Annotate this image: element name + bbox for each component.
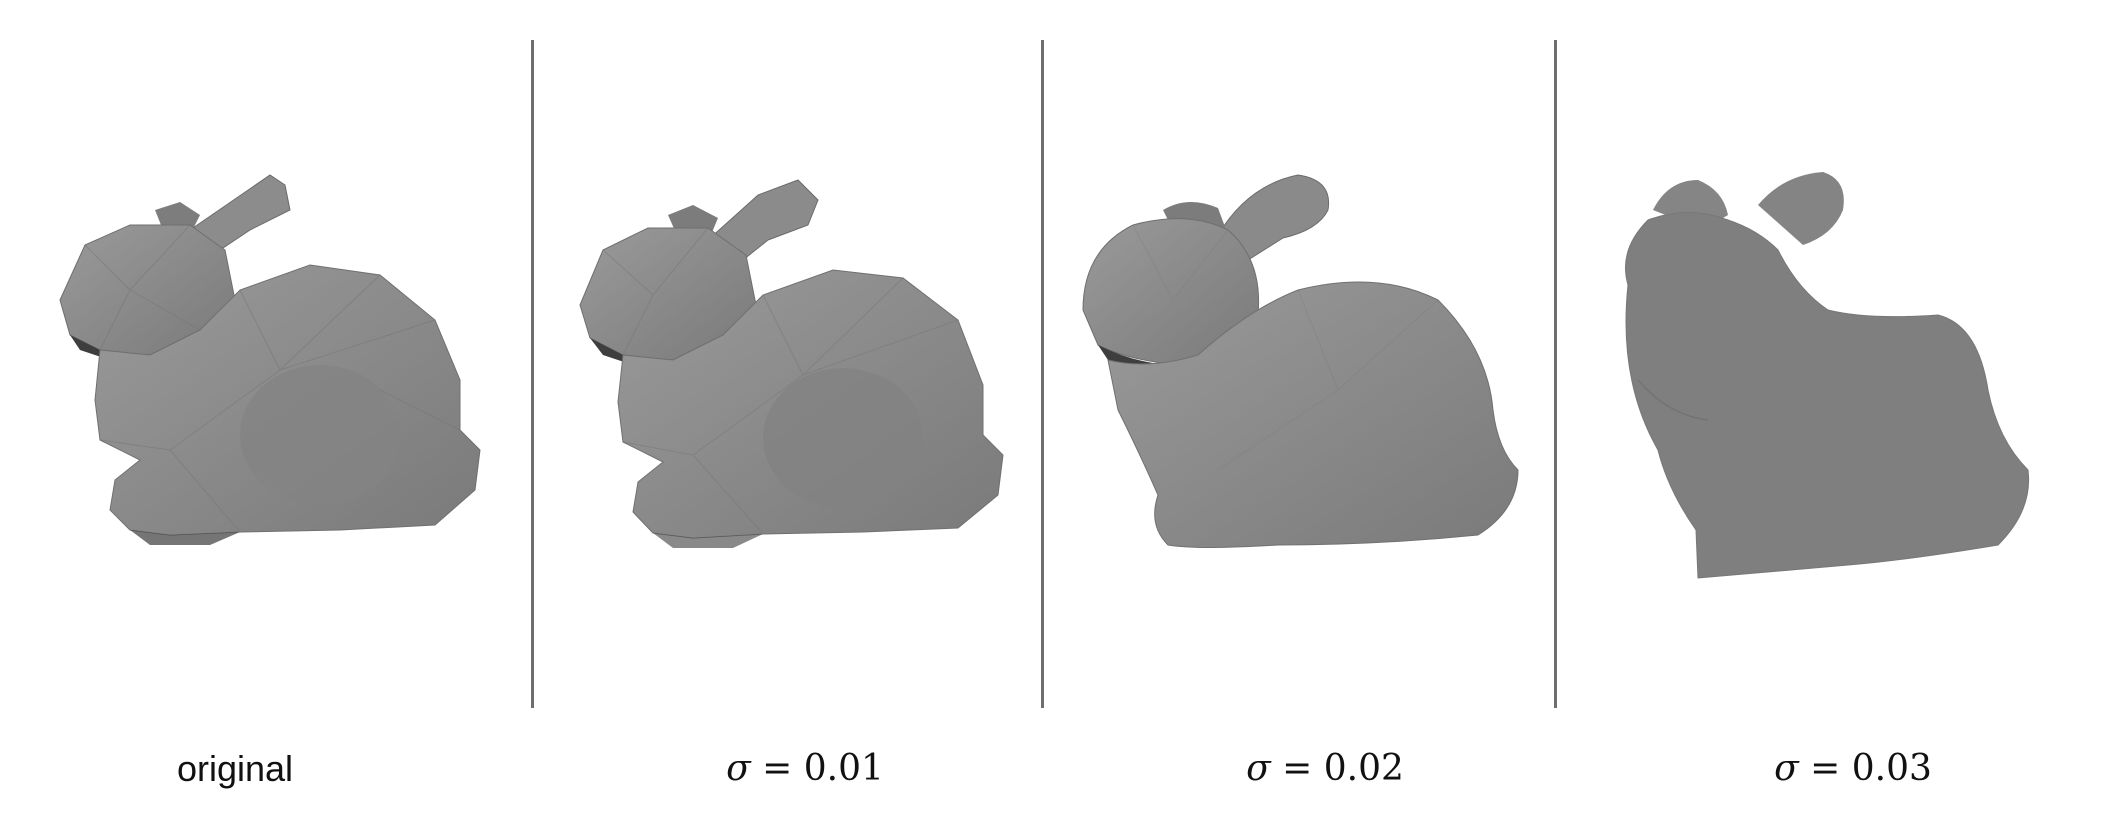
divider-3: [1554, 40, 1557, 708]
caption-sigma-002: σ = 0.02: [1160, 748, 1490, 798]
divider-1: [531, 40, 534, 708]
sigma-symbol: σ: [1774, 748, 1799, 789]
equals-sign: =: [1270, 748, 1324, 789]
sigma-symbol: σ: [1246, 748, 1271, 789]
bunny-mesh-sigma-001: [579, 179, 1004, 548]
sigma-value: 0.03: [1851, 748, 1932, 789]
caption-sigma-001: σ = 0.01: [640, 748, 970, 798]
sigma-value: 0.02: [1323, 748, 1404, 789]
equals-sign: =: [1798, 748, 1852, 789]
caption-sigma-003: σ = 0.03: [1688, 748, 2018, 798]
panel-sigma-003-bunny: [1608, 150, 2088, 610]
bunny-mesh-original: [59, 174, 481, 545]
sigma-value: 0.01: [803, 748, 884, 789]
divider-2: [1041, 40, 1044, 708]
bunny-mesh-sigma-002: [1082, 174, 1519, 548]
panel-sigma-002-bunny: [1078, 150, 1558, 610]
caption-original: original: [120, 748, 350, 798]
caption-original-text: original: [176, 748, 294, 789]
panel-original-bunny: [40, 150, 520, 610]
equals-sign: =: [750, 748, 804, 789]
bunny-mesh-sigma-003: [1625, 172, 2030, 579]
sigma-symbol: σ: [726, 748, 751, 789]
panel-sigma-001-bunny: [568, 150, 1048, 610]
